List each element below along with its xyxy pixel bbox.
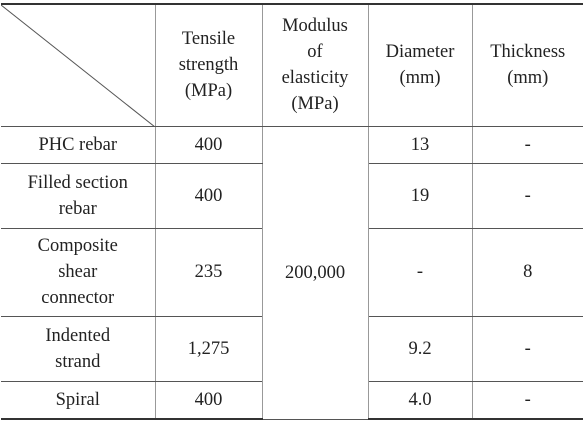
table-row: PHC rebar 400 200,000 13-	[1, 126, 583, 420]
tensile-cell: 400	[154, 163, 263, 229]
thickness-cell: -	[471, 381, 583, 420]
row-label: Composite shear connector	[1, 228, 156, 317]
diameter-cell: -	[367, 228, 473, 317]
diameter-cell: 19	[367, 163, 473, 229]
thickness-cell: 8	[471, 228, 583, 317]
tensile-cell: 1,275	[154, 316, 263, 382]
row-label: Spiral	[1, 381, 156, 420]
row-label: Filled section rebar	[1, 163, 156, 229]
properties-table: Tensile strength (MPa) Modulus of elastic…	[1, 3, 583, 420]
diameter-cell: 13	[367, 126, 473, 164]
table-row: Spiral 400 4.0-	[1, 381, 583, 420]
tensile-cell: 400	[154, 126, 263, 164]
column-header: Modulus of elasticity (MPa)	[261, 3, 369, 127]
header-row: Tensile strength (MPa) Modulus of elastic…	[1, 3, 583, 127]
table-row: Filled section rebar 400 19-	[1, 163, 583, 229]
diameter-cell: 9.2	[367, 316, 473, 382]
diagonal	[1, 5, 155, 127]
column-header: Tensile strength (MPa)	[154, 3, 263, 127]
column-header: Diameter (mm)	[367, 3, 473, 127]
corner-cell	[1, 3, 156, 127]
row-label: Indented strand	[1, 316, 156, 382]
thickness-cell: -	[471, 126, 583, 164]
thickness-cell: -	[471, 316, 583, 382]
row-label: PHC rebar	[1, 126, 156, 164]
tensile-cell: 400	[154, 381, 263, 420]
diagonal-line	[1, 5, 155, 127]
column-header: Thickness (mm)	[471, 3, 583, 127]
thickness-cell: -	[471, 163, 583, 229]
modulus-cell: 200,000	[261, 126, 369, 420]
table-row: Composite shear connector 235 -8	[1, 228, 583, 317]
table-row: Indented strand 1,275 9.2-	[1, 316, 583, 382]
diameter-cell: 4.0	[367, 381, 473, 420]
tensile-cell: 235	[154, 228, 263, 317]
table-body: Tensile strength (MPa) Modulus of elastic…	[1, 3, 583, 420]
